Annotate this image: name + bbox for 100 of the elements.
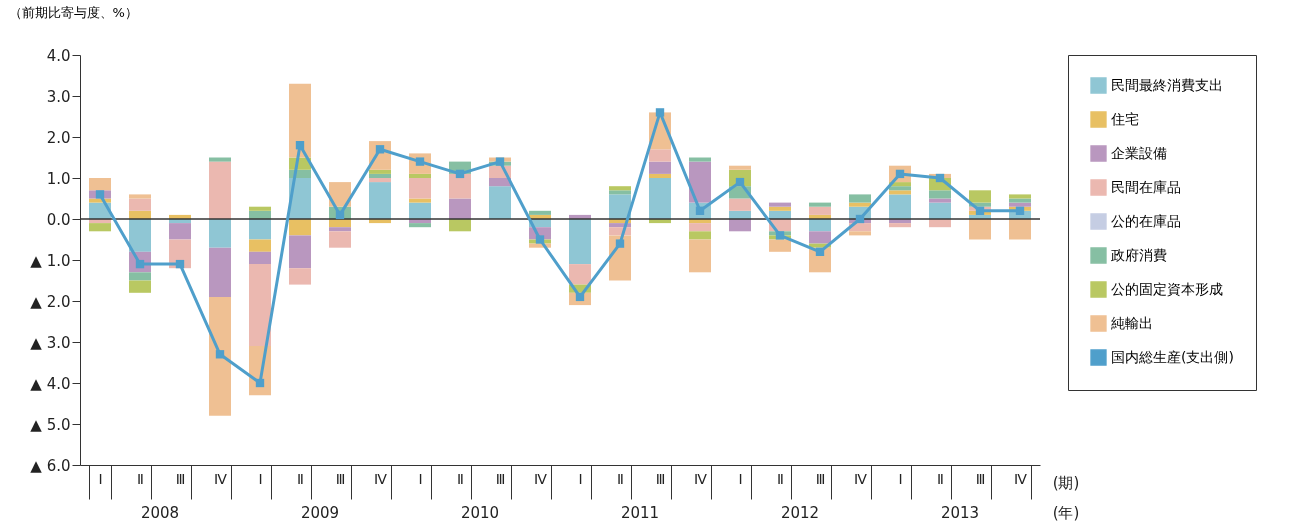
bar xyxy=(809,206,831,215)
bar xyxy=(609,190,631,195)
bar xyxy=(409,173,431,178)
bar xyxy=(249,239,271,252)
bar xyxy=(89,223,111,232)
x-tick-label: Ⅱ xyxy=(777,470,784,487)
bar xyxy=(249,206,271,211)
bar xyxy=(569,219,591,265)
bar xyxy=(1009,198,1031,203)
bar xyxy=(209,157,231,162)
x-tick-label: Ⅲ xyxy=(655,470,666,487)
y-tick-label: ▲ 2.0 xyxy=(30,292,71,311)
y-tick-label: 1.0 xyxy=(46,169,71,188)
bar xyxy=(449,198,471,219)
bar xyxy=(609,194,631,219)
x-tick-label: Ⅱ xyxy=(937,470,944,487)
point xyxy=(855,214,865,224)
point xyxy=(255,378,265,388)
legend-label: 住宅 xyxy=(1110,110,1139,127)
bar xyxy=(329,231,351,248)
point xyxy=(295,141,305,150)
bar xyxy=(249,251,271,265)
bar xyxy=(809,231,831,244)
bar xyxy=(889,194,911,219)
point xyxy=(655,108,665,117)
bar xyxy=(249,264,271,347)
bar xyxy=(769,206,791,211)
bar xyxy=(769,239,791,252)
text: 2010 xyxy=(460,504,500,522)
bar xyxy=(929,190,951,199)
bar xyxy=(689,157,711,162)
x-tick-label: Ⅱ xyxy=(297,470,304,487)
bar xyxy=(289,268,311,285)
bar xyxy=(929,198,951,203)
bar xyxy=(609,186,631,191)
y-tick-label: ▲ 3.0 xyxy=(30,333,71,352)
x-tick-label: Ⅳ xyxy=(374,470,388,487)
bar xyxy=(849,231,871,236)
bar xyxy=(129,198,151,211)
bar xyxy=(689,223,711,232)
x-tick-label: Ⅳ xyxy=(854,470,868,487)
bar xyxy=(129,194,151,199)
x-tick-label: Ⅱ xyxy=(457,470,464,487)
x-tick-label: Ⅲ xyxy=(495,470,506,487)
point xyxy=(935,173,945,183)
x-tick-label: Ⅳ xyxy=(694,470,708,487)
bar xyxy=(1009,202,1031,207)
text: (年) xyxy=(1052,504,1080,522)
point xyxy=(375,145,385,154)
x-tick-label: Ⅰ xyxy=(258,470,263,487)
y-axis-title: （前期比寄与度、%） xyxy=(8,4,138,20)
x-tick-label: Ⅰ xyxy=(738,470,743,487)
text: 2009 xyxy=(300,504,340,522)
x-tick-label: Ⅲ xyxy=(175,470,186,487)
bar xyxy=(129,272,151,281)
y-tick-label: ▲ 5.0 xyxy=(30,415,71,434)
text: (期) xyxy=(1052,474,1080,492)
bar xyxy=(969,219,991,240)
legend-label: 純輸出 xyxy=(1111,314,1153,331)
point xyxy=(175,259,185,269)
bar xyxy=(809,202,831,207)
legend-label: 政府消費 xyxy=(1111,246,1167,263)
y-tick-label: 3.0 xyxy=(46,87,71,106)
x-tick-label: Ⅲ xyxy=(335,470,346,487)
bar xyxy=(889,223,911,228)
bar xyxy=(649,161,671,174)
bar xyxy=(889,186,911,191)
point xyxy=(775,231,785,240)
bar xyxy=(769,202,791,207)
point xyxy=(1015,206,1025,215)
bar xyxy=(89,178,111,191)
bar xyxy=(369,182,391,219)
legend-label: 企業設備 xyxy=(1111,144,1167,161)
bar xyxy=(209,296,231,416)
legend-label: 民間在庫品 xyxy=(1111,178,1181,195)
bar xyxy=(929,202,951,219)
bar xyxy=(409,198,431,203)
x-tick-label: Ⅳ xyxy=(214,470,228,487)
point xyxy=(495,157,505,166)
bar xyxy=(889,190,911,195)
bar xyxy=(369,173,391,178)
x-tick-label: Ⅰ xyxy=(898,470,903,487)
y-tick-label: 4.0 xyxy=(46,46,71,65)
point xyxy=(815,247,825,256)
bar xyxy=(209,247,231,297)
bar xyxy=(689,161,711,203)
bar xyxy=(409,178,431,199)
x-tick-label: Ⅳ xyxy=(1014,470,1028,487)
bar xyxy=(529,210,551,215)
bar xyxy=(289,83,311,158)
text: 2013 xyxy=(940,504,980,522)
bar xyxy=(729,165,751,170)
bar xyxy=(1009,194,1031,199)
x-tick-label: Ⅲ xyxy=(975,470,986,487)
legend-label: 公的固定資本形成 xyxy=(1111,280,1223,297)
bar xyxy=(129,219,151,252)
bar xyxy=(689,239,711,273)
bar xyxy=(729,198,751,211)
x-tick-label: Ⅰ xyxy=(578,470,583,487)
x-tick-label: Ⅱ xyxy=(617,470,624,487)
